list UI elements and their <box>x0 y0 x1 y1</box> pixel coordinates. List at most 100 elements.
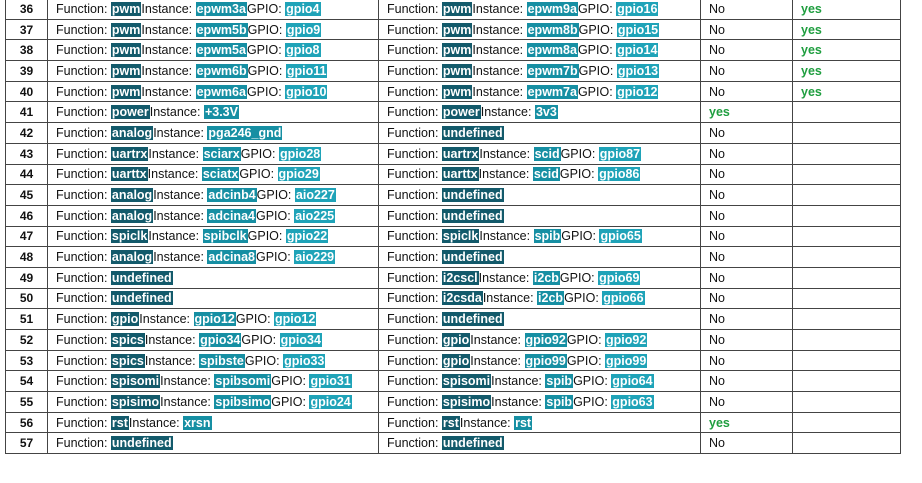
instance-label: Instance: <box>153 188 204 203</box>
function-value: undefined <box>110 436 173 451</box>
flag-cell: yes <box>792 60 901 82</box>
function-value: undefined <box>110 270 173 285</box>
function-cell: Function: spisimoInstance: spibsimoGPIO:… <box>47 391 379 413</box>
instance-label: Instance: <box>472 22 524 37</box>
function-value: uartrx <box>110 146 149 161</box>
instance-label: Instance: <box>482 291 534 306</box>
function-label: Function: <box>56 374 108 389</box>
pin-number: 41 <box>5 101 48 124</box>
instance-value: scid <box>533 146 561 161</box>
flag-cell: yes <box>792 80 901 103</box>
function-cell: Function: rstInstance: xrsn <box>47 411 379 434</box>
function-value: uarttx <box>110 167 148 182</box>
instance-value: gpio99 <box>524 353 567 368</box>
function-label: Function: <box>387 374 439 389</box>
instance-label: Instance: <box>480 105 532 120</box>
function-value: gpio <box>441 332 471 347</box>
function-label: Function: <box>56 291 108 306</box>
function-cell: Function: undefined <box>378 204 701 227</box>
function-label: Function: <box>56 415 108 430</box>
gpio-value: aio227 <box>294 188 336 203</box>
pin-number: 56 <box>5 411 48 434</box>
function-label: Function: <box>56 353 108 368</box>
table-row: 54 Function: spisomiInstance: spibsomiGPI… <box>5 370 901 393</box>
function-cell: Function: gpioInstance: gpio92GPIO: gpio… <box>378 329 701 351</box>
table-row: 46 Function: analogInstance: adcina4GPIO:… <box>5 204 901 227</box>
function-cell: Function: spisimoInstance: spibGPIO: gpi… <box>378 391 701 413</box>
table-row: 41 Function: powerInstance: +3.3V Function… <box>5 101 901 124</box>
gpio-label: GPIO: <box>246 1 282 16</box>
function-value: power <box>441 105 481 120</box>
function-value: undefined <box>110 291 173 306</box>
function-cell: Function: spicsInstance: gpio34GPIO: gpi… <box>47 329 379 351</box>
instance-value: epwm5b <box>195 22 248 37</box>
gpio-label: GPIO: <box>247 63 283 78</box>
flag-cell: No <box>700 163 793 186</box>
instance-value: spib <box>533 229 562 244</box>
function-label: Function: <box>387 353 439 368</box>
flag-cell: No <box>700 225 793 248</box>
pin-number: 49 <box>5 266 48 289</box>
function-cell: Function: spisomiInstance: spibGPIO: gpi… <box>378 370 701 393</box>
flag-value: yes <box>801 84 822 99</box>
function-label: Function: <box>56 43 108 58</box>
function-label: Function: <box>387 188 439 203</box>
function-cell: Function: undefined <box>47 287 379 310</box>
function-value: gpio <box>110 312 140 327</box>
flag-cell <box>792 329 901 351</box>
function-label: Function: <box>56 63 108 78</box>
flag-cell <box>792 432 901 455</box>
function-cell: Function: spisomiInstance: spibsomiGPIO:… <box>47 370 379 393</box>
instance-label: Instance: <box>148 229 200 244</box>
function-label: Function: <box>387 43 439 58</box>
instance-label: Instance: <box>141 63 193 78</box>
gpio-label: GPIO: <box>560 146 596 161</box>
flag-value: No <box>709 436 725 451</box>
function-label: Function: <box>387 63 439 78</box>
instance-value: epwm8b <box>526 22 579 37</box>
function-label: Function: <box>56 436 108 451</box>
flag-cell <box>792 391 901 413</box>
function-value: spiclk <box>110 229 149 244</box>
flag-cell <box>792 122 901 144</box>
instance-value: sciarx <box>202 146 241 161</box>
function-label: Function: <box>56 125 108 140</box>
function-label: Function: <box>387 84 439 99</box>
function-label: Function: <box>56 270 108 285</box>
function-label: Function: <box>387 146 439 161</box>
function-label: Function: <box>387 436 439 451</box>
instance-label: Instance: <box>479 146 531 161</box>
function-cell: Function: analogInstance: adcinb4GPIO: a… <box>47 184 379 206</box>
instance-value: gpio34 <box>199 332 242 347</box>
table-row: 53 Function: spicsInstance: spibsteGPIO: … <box>5 349 901 372</box>
gpio-label: GPIO: <box>573 394 608 409</box>
instance-value: gpio92 <box>524 332 567 347</box>
function-value: undefined <box>441 436 504 451</box>
instance-value: epwm7a <box>526 84 578 99</box>
table-row: 47 Function: spiclkInstance: spibclkGPIO:… <box>5 225 901 248</box>
instance-label: Instance: <box>149 105 201 120</box>
gpio-label: GPIO: <box>559 167 595 182</box>
function-label: Function: <box>387 291 439 306</box>
flag-value: yes <box>801 43 822 58</box>
gpio-value: gpio66 <box>602 291 645 306</box>
gpio-value: gpio87 <box>598 146 642 161</box>
gpio-value: gpio65 <box>599 229 642 244</box>
function-cell: Function: i2csdaInstance: i2cbGPIO: gpio… <box>378 287 701 310</box>
function-cell: Function: pwmInstance: epwm5aGPIO: gpio8 <box>47 39 379 62</box>
flag-value: No <box>709 312 725 327</box>
instance-value: epwm6a <box>195 84 247 99</box>
table-row: 55 Function: spisimoInstance: spibsimoGPI… <box>5 391 901 413</box>
function-cell: Function: analogInstance: adcina8GPIO: a… <box>47 246 379 268</box>
function-label: Function: <box>56 208 108 223</box>
instance-value: epwm8a <box>526 43 578 58</box>
function-cell: Function: undefined <box>378 308 701 330</box>
flag-value: yes <box>709 415 730 430</box>
function-value: power <box>110 105 150 120</box>
pin-number: 42 <box>5 122 48 144</box>
gpio-value: gpio28 <box>278 146 322 161</box>
instance-label: Instance: <box>139 312 191 327</box>
flag-value: No <box>709 167 725 182</box>
function-cell: Function: undefined <box>378 122 701 144</box>
table-row: 36 Function: pwmInstance: epwm3aGPIO: gpi… <box>5 0 901 20</box>
